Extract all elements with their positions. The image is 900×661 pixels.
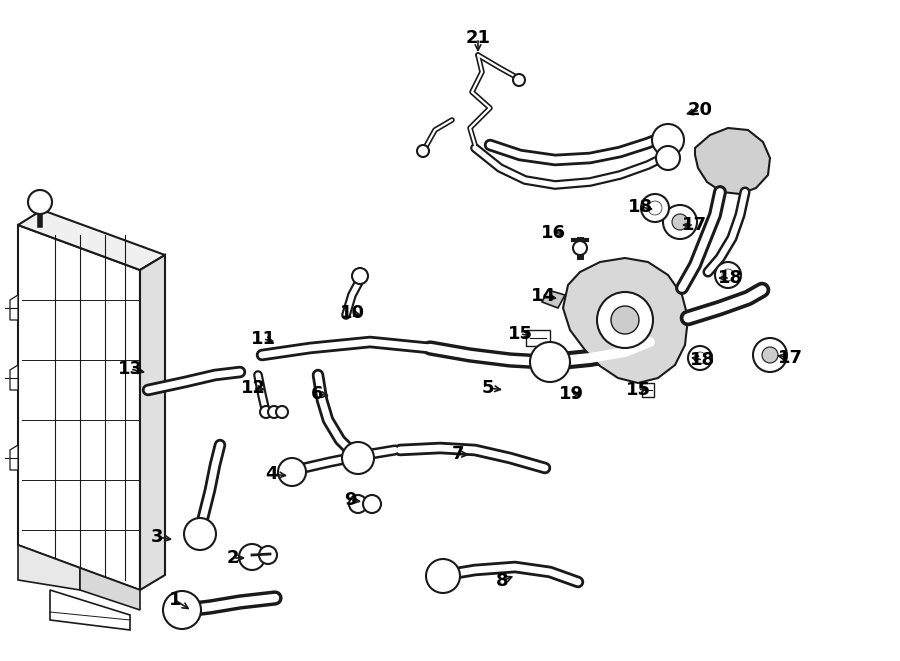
Circle shape	[342, 442, 374, 474]
Circle shape	[753, 338, 787, 372]
Polygon shape	[18, 225, 140, 590]
Polygon shape	[563, 258, 688, 383]
Polygon shape	[542, 290, 565, 308]
Circle shape	[268, 406, 280, 418]
Text: 18: 18	[717, 269, 742, 287]
Circle shape	[184, 518, 216, 550]
Text: 9: 9	[344, 491, 356, 509]
Text: 19: 19	[559, 385, 583, 403]
Circle shape	[276, 406, 288, 418]
Text: 1: 1	[169, 591, 181, 609]
Text: 14: 14	[530, 287, 555, 305]
Text: 8: 8	[496, 572, 508, 590]
Text: 10: 10	[339, 304, 365, 322]
Text: 15: 15	[626, 381, 651, 399]
Polygon shape	[10, 295, 18, 320]
Circle shape	[688, 346, 712, 370]
Text: 3: 3	[151, 528, 163, 546]
Circle shape	[722, 269, 734, 281]
Circle shape	[363, 495, 381, 513]
Text: 17: 17	[778, 349, 803, 367]
Circle shape	[648, 201, 662, 215]
Text: 15: 15	[508, 325, 533, 343]
Circle shape	[239, 544, 265, 570]
Text: 4: 4	[265, 465, 277, 483]
Circle shape	[513, 74, 525, 86]
Text: 18: 18	[628, 198, 653, 216]
Polygon shape	[140, 255, 165, 590]
Polygon shape	[80, 568, 140, 610]
Circle shape	[652, 124, 684, 156]
Text: 12: 12	[240, 379, 266, 397]
Text: 2: 2	[227, 549, 239, 567]
Polygon shape	[526, 330, 550, 346]
Polygon shape	[642, 383, 654, 397]
Circle shape	[715, 262, 741, 288]
Circle shape	[656, 146, 680, 170]
Circle shape	[260, 406, 272, 418]
Circle shape	[641, 194, 669, 222]
Circle shape	[694, 352, 706, 364]
Text: 17: 17	[681, 216, 706, 234]
Text: 20: 20	[688, 101, 713, 119]
Text: 21: 21	[465, 29, 491, 47]
Circle shape	[417, 145, 429, 157]
Polygon shape	[10, 365, 18, 390]
Polygon shape	[50, 590, 130, 630]
Text: 7: 7	[452, 445, 464, 463]
Circle shape	[611, 306, 639, 334]
Text: 11: 11	[250, 330, 275, 348]
Text: 13: 13	[118, 360, 142, 378]
Circle shape	[349, 495, 367, 513]
Polygon shape	[695, 128, 770, 194]
Circle shape	[352, 268, 368, 284]
Circle shape	[259, 546, 277, 564]
Circle shape	[663, 205, 697, 239]
Polygon shape	[18, 210, 165, 270]
Circle shape	[597, 292, 653, 348]
Circle shape	[762, 347, 778, 363]
Polygon shape	[10, 445, 18, 470]
Text: 16: 16	[541, 224, 565, 242]
Circle shape	[163, 591, 201, 629]
Polygon shape	[18, 545, 80, 590]
Circle shape	[573, 241, 587, 255]
Circle shape	[28, 190, 52, 214]
Circle shape	[672, 214, 688, 230]
Circle shape	[426, 559, 460, 593]
Circle shape	[530, 342, 570, 382]
Text: 18: 18	[690, 351, 716, 369]
Text: 6: 6	[310, 385, 323, 403]
Circle shape	[278, 458, 306, 486]
Text: 5: 5	[482, 379, 494, 397]
